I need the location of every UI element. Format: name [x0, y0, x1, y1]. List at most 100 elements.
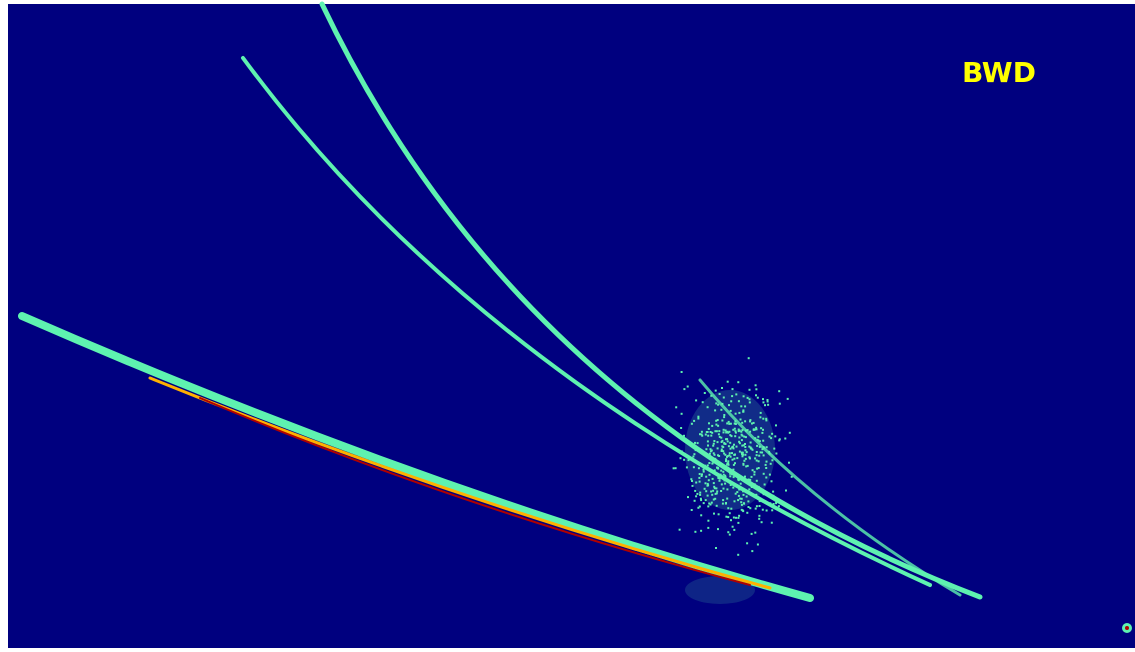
scatter-dot	[755, 459, 758, 462]
scatter-dot	[690, 509, 693, 511]
scatter-dot	[727, 460, 730, 463]
scatter-dot	[731, 458, 734, 461]
scatter-dot	[772, 490, 775, 493]
scatter-dot	[731, 395, 734, 398]
scatter-dot	[748, 456, 751, 459]
scatter-dot	[743, 502, 746, 505]
scatter-dot	[740, 501, 743, 504]
scatter-dot	[711, 462, 714, 465]
scatter-dot	[758, 514, 761, 517]
scatter-dot	[695, 399, 698, 402]
scatter-dot	[771, 432, 774, 435]
scatter-dot	[731, 452, 733, 455]
scatter-dot	[702, 468, 705, 471]
scatter-dot	[740, 508, 743, 511]
scatter-dot	[713, 469, 716, 472]
scatter-dot	[733, 457, 736, 460]
scatter-dot	[720, 448, 723, 451]
scatter-dot	[733, 528, 736, 531]
scatter-dot	[749, 457, 751, 460]
scatter-dot	[747, 357, 750, 360]
scatter-dot	[777, 505, 780, 508]
scatter-dot	[726, 380, 729, 383]
scatter-dot	[754, 457, 757, 460]
scatter-dot	[732, 447, 735, 450]
scatter-dot	[714, 409, 717, 412]
scatter-dot	[742, 462, 745, 465]
scatter-dot	[751, 469, 754, 472]
scatter-dot	[770, 480, 773, 483]
scatter-dot	[748, 398, 751, 401]
scatter-dot	[722, 450, 725, 453]
scatter-dot	[740, 405, 743, 408]
scatter-dot	[723, 442, 726, 445]
scatter-dot	[729, 475, 732, 478]
scatter-dot	[743, 435, 746, 438]
scatter-dot	[722, 499, 725, 502]
scatter-dot	[737, 516, 740, 519]
scatter-dot	[695, 495, 698, 498]
scatter-dot	[700, 529, 703, 532]
scatter-dot	[675, 406, 678, 409]
scatter-dot	[717, 477, 720, 479]
scatter-dot	[748, 388, 751, 391]
scatter-dot	[731, 388, 734, 391]
scatter-dot	[683, 388, 686, 391]
scatter-dot	[722, 473, 725, 476]
scatter-dot	[713, 485, 716, 488]
scatter-dot	[674, 467, 677, 470]
scatter-dot	[715, 402, 718, 405]
scatter-dot	[727, 516, 730, 519]
scatter-dot	[734, 423, 737, 425]
scatter-dot	[694, 530, 697, 533]
scatter-dot	[760, 427, 763, 430]
scatter-dot	[763, 483, 766, 486]
scatter-dot	[765, 509, 768, 512]
scatter-dot	[718, 455, 721, 457]
scatter-dot	[756, 396, 759, 399]
scatter-dot	[728, 430, 731, 433]
scatter-dot	[706, 406, 709, 409]
scatter-dot	[772, 503, 775, 505]
scatter-dot	[714, 430, 717, 433]
scatter-dot	[699, 497, 702, 500]
scatter-dot	[726, 422, 729, 425]
scatter-dot	[742, 444, 745, 447]
scatter-dot	[717, 454, 719, 457]
scatter-dot	[724, 429, 727, 432]
scatter-dot	[720, 436, 723, 439]
scatter-dot	[701, 401, 704, 404]
scatter-dot	[715, 419, 718, 422]
scatter-dot	[774, 435, 777, 438]
scatter-dot	[736, 457, 739, 460]
scatter-dot	[715, 430, 718, 433]
scatter-dot	[778, 438, 781, 441]
scatter-dot	[702, 502, 705, 505]
scatter-dot	[743, 459, 746, 462]
scatter-dot	[741, 444, 744, 447]
scatter-dot	[733, 453, 736, 456]
scatter-dot	[680, 412, 683, 415]
scatter-dot	[768, 435, 771, 438]
scatter-dot	[722, 470, 725, 473]
scatter-dot	[769, 462, 772, 465]
scatter-dot	[713, 453, 716, 456]
bottom-band-core	[199, 397, 751, 586]
scatter-dot	[739, 482, 742, 485]
scatter-dot	[760, 521, 763, 524]
scatter-dot	[691, 480, 693, 482]
scatter-dot	[762, 398, 764, 401]
scatter-dot	[755, 428, 758, 431]
scatter-dot	[704, 482, 707, 485]
scatter-dot	[696, 492, 699, 495]
scatter-dot	[756, 543, 759, 546]
scatter-dot	[713, 440, 716, 442]
scatter-dot	[705, 490, 708, 493]
scatter-dot	[756, 438, 759, 441]
scatter-dot	[729, 434, 732, 437]
scatter-dots	[672, 357, 793, 556]
scatter-dot	[720, 441, 723, 443]
scatter-dot	[716, 419, 719, 421]
scatter-dot	[672, 467, 675, 470]
scatter-dot	[762, 439, 765, 442]
